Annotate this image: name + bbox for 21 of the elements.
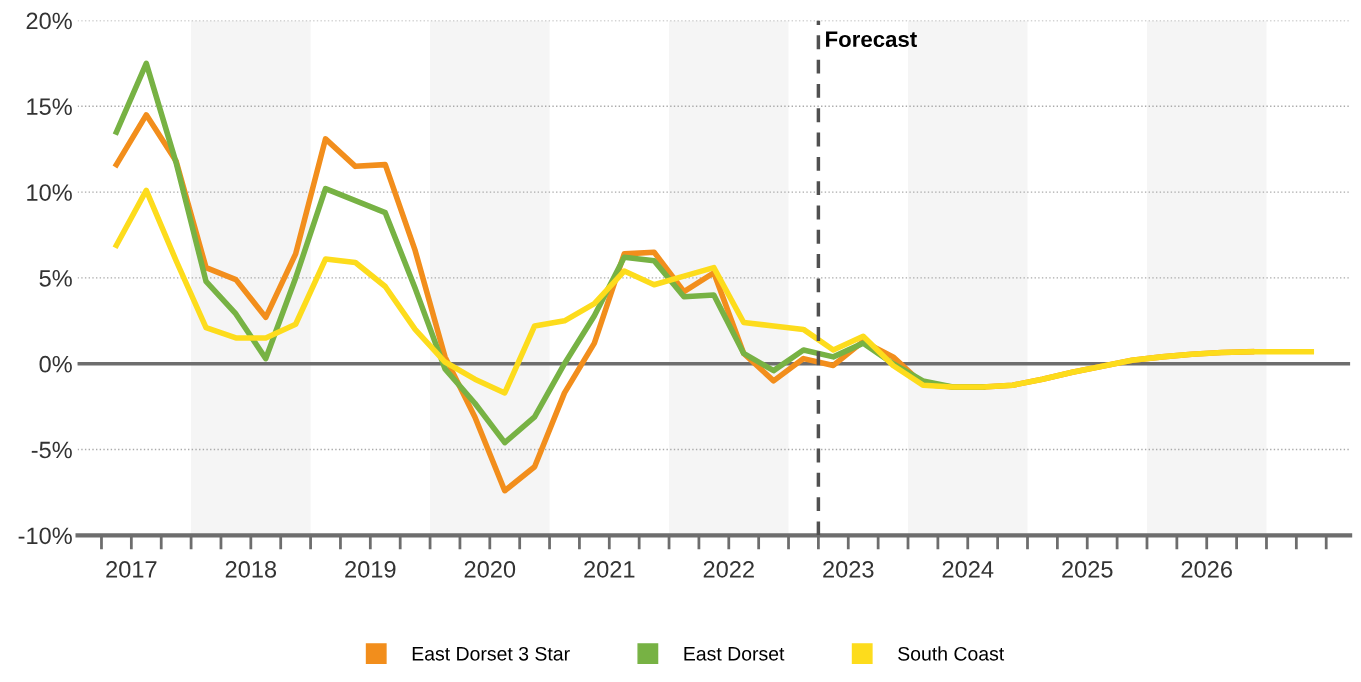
y-tick-label: 10% — [27, 184, 72, 201]
y-tick-label: -10% — [18, 527, 72, 545]
legend-label: East Dorset — [684, 647, 785, 661]
x-tick-label: 2018 — [225, 560, 277, 578]
x-tick-label: 2023 — [823, 560, 874, 578]
x-tick-label: 2020 — [464, 560, 516, 578]
x-tick-label: 2021 — [584, 560, 635, 578]
ref-line-label: Forecast — [826, 31, 917, 48]
x-tick-label: 2017 — [106, 560, 157, 578]
y-tick-label: 0% — [39, 355, 72, 373]
y-tick-label: 5% — [39, 270, 72, 287]
y-tick-label: 20% — [26, 12, 72, 30]
y-tick-label: -5% — [31, 441, 72, 459]
x-tick-label: 2025 — [1062, 560, 1113, 578]
y-tick-label: 15% — [27, 98, 72, 116]
x-tick-label: 2024 — [942, 560, 994, 578]
x-tick-label: 2026 — [1181, 560, 1232, 578]
x-tick-label: 2022 — [703, 560, 754, 578]
legend-label: East Dorset 3 Star — [412, 646, 570, 661]
legend-label: South Coast — [898, 646, 1005, 661]
x-tick-label: 2019 — [345, 560, 396, 578]
